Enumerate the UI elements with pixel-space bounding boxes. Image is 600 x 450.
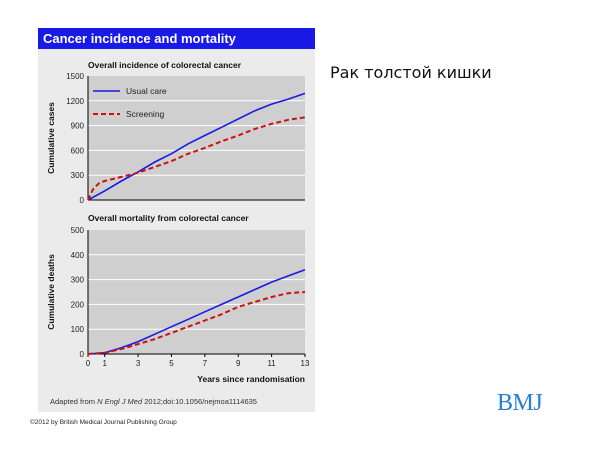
chart-2-x-tick-label: 7 (203, 359, 208, 368)
source-journal: N Engl J Med (97, 397, 143, 406)
chart-2-x-tick-label: 3 (136, 359, 141, 368)
chart-2-x-axis-label: Years since randomisation (197, 374, 305, 384)
chart-2-x-tick-label: 0 (86, 359, 91, 368)
chart-1-series-screening-line (87, 116, 306, 201)
source-prefix: Adapted from (50, 397, 98, 406)
chart-1-y-tick-label: 0 (80, 196, 85, 205)
chart-2-y-tick-label: 0 (80, 350, 85, 359)
chart-2-y-axis-label: Cumulative deaths (46, 254, 56, 330)
figure-panel: Cancer incidence and mortality 0 300 600 90… (38, 28, 315, 412)
chart-2-y-tick-label: 500 (71, 226, 85, 235)
chart-2-x-tick-label: 11 (267, 359, 276, 368)
chart-2-y-tick-label: 300 (71, 276, 85, 285)
source-suffix: 2012;doi:10.1056/nejmoa1114635 (142, 397, 257, 406)
chart-2-plot-area (88, 230, 305, 354)
legend-label-screening: Screening (126, 109, 165, 119)
chart-1-y-tick-label: 900 (71, 122, 85, 131)
chart-1-y-tick-label: 600 (71, 146, 85, 155)
chart-2-x-tick-label: 5 (169, 359, 174, 368)
chart-2-x-tick-label: 9 (236, 359, 241, 368)
chart-2-x-tick-label: 13 (301, 359, 310, 368)
copyright: ©2012 by British Medical Journal Publish… (30, 419, 177, 426)
bmj-logo: BMJ (497, 390, 543, 416)
chart-1-series-usual-care-line (87, 92, 306, 201)
chart-2-title: Overall mortality from colorectal cancer (88, 213, 249, 223)
chart-2-series-usual-care-line (87, 268, 306, 355)
chart-1-y-tick-label: 1200 (66, 97, 84, 106)
chart-1-y-tick-label: 1500 (66, 72, 84, 81)
chart-2-y-tick-label: 100 (71, 325, 85, 334)
source-note: Adapted from N Engl J Med 2012;doi:10.10… (50, 397, 257, 406)
chart-2-x-tick-label: 1 (102, 359, 107, 368)
legend-label-usual-care: Usual care (126, 86, 167, 96)
slide-title: Рак толстой кишки (330, 63, 492, 82)
chart-2-y-tick-label: 400 (71, 251, 85, 260)
figure-header: Cancer incidence and mortality (38, 28, 315, 49)
chart-2-series-screening-line (87, 291, 306, 355)
chart-1-title: Overall incidence of colorectal cancer (88, 60, 242, 70)
chart-2-y-tick-label: 200 (71, 300, 85, 309)
chart-1-y-axis-label: Cumulative cases (46, 102, 56, 174)
chart-1-y-tick-label: 300 (71, 171, 85, 180)
